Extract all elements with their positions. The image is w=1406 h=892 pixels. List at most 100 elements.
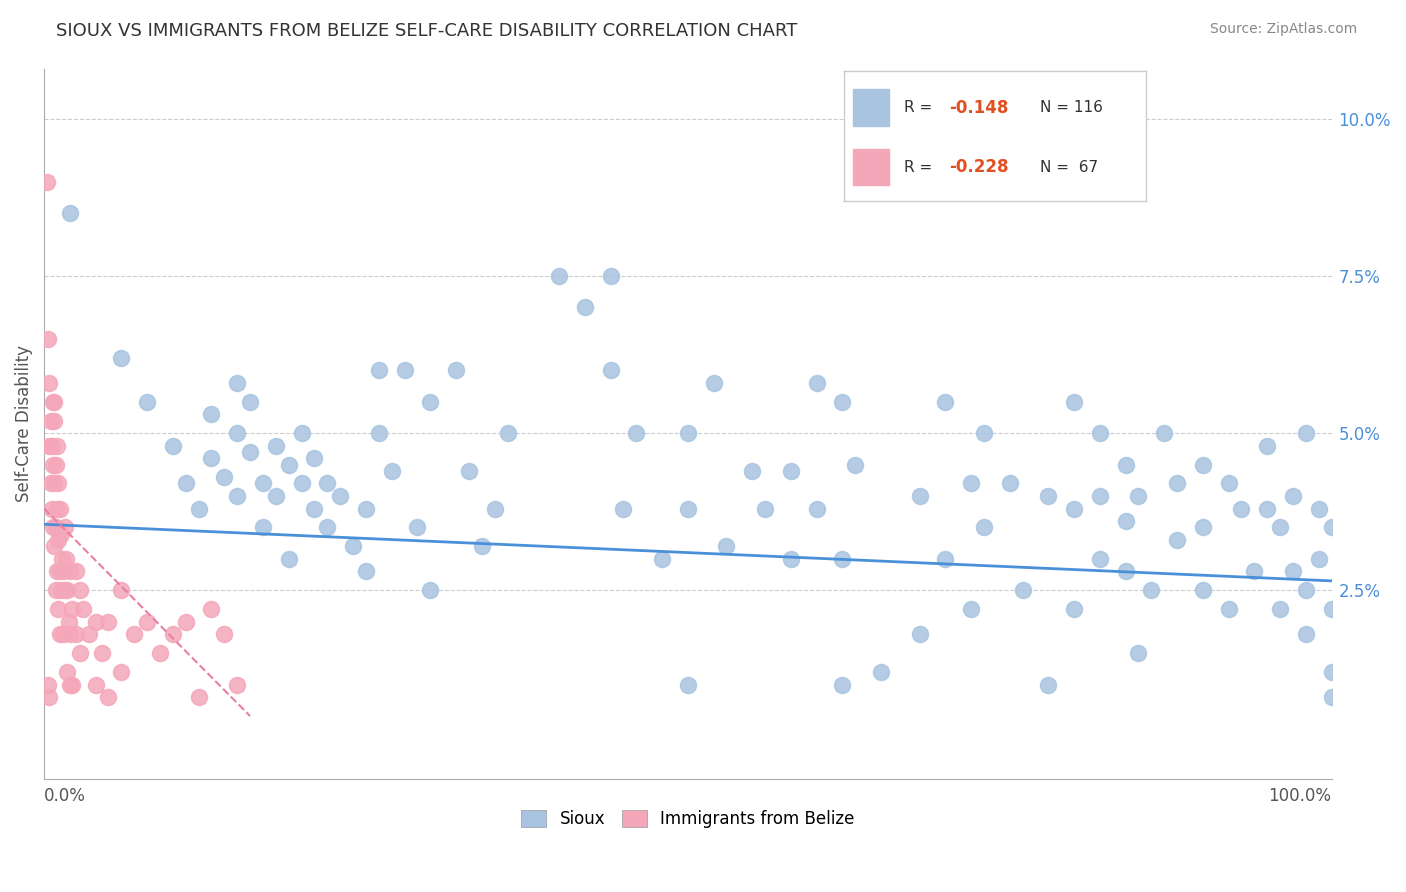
Point bbox=[316, 476, 339, 491]
Text: 100.0%: 100.0% bbox=[1268, 788, 1331, 805]
Point bbox=[97, 615, 120, 629]
Point bbox=[38, 376, 60, 390]
Y-axis label: Self-Care Disability: Self-Care Disability bbox=[15, 345, 32, 502]
Point bbox=[367, 426, 389, 441]
Point bbox=[291, 426, 314, 441]
Point bbox=[1320, 665, 1343, 679]
Point bbox=[65, 565, 87, 579]
Point bbox=[1256, 439, 1278, 453]
Point bbox=[58, 615, 80, 629]
Point bbox=[599, 363, 621, 377]
Point bbox=[55, 552, 77, 566]
Point bbox=[1320, 602, 1343, 616]
Point bbox=[304, 501, 326, 516]
Point bbox=[226, 426, 249, 441]
Point bbox=[960, 476, 983, 491]
Point bbox=[174, 615, 197, 629]
Point bbox=[39, 476, 62, 491]
Point bbox=[1295, 426, 1317, 441]
Point bbox=[77, 627, 100, 641]
Point bbox=[612, 501, 634, 516]
Point bbox=[38, 439, 60, 453]
Point bbox=[1166, 533, 1188, 547]
Point bbox=[122, 627, 145, 641]
Point bbox=[676, 501, 699, 516]
Point bbox=[1115, 514, 1137, 528]
Point bbox=[1243, 565, 1265, 579]
Point bbox=[574, 301, 596, 315]
Point bbox=[52, 565, 75, 579]
Point bbox=[1320, 520, 1343, 534]
Point bbox=[1282, 489, 1305, 503]
Point bbox=[48, 565, 70, 579]
Point bbox=[239, 445, 262, 459]
Point bbox=[458, 464, 481, 478]
Point bbox=[354, 501, 377, 516]
Point bbox=[831, 394, 853, 409]
Point bbox=[973, 426, 995, 441]
Point bbox=[69, 646, 91, 660]
Point bbox=[46, 501, 69, 516]
Point bbox=[97, 690, 120, 705]
Point bbox=[1308, 501, 1330, 516]
Bar bbox=[852, 89, 889, 126]
Point bbox=[1282, 565, 1305, 579]
Point bbox=[1088, 426, 1111, 441]
Text: -0.148: -0.148 bbox=[949, 99, 1008, 117]
Point bbox=[1063, 602, 1085, 616]
Point bbox=[110, 351, 132, 365]
Point bbox=[419, 394, 441, 409]
Point bbox=[1218, 476, 1240, 491]
Text: R =: R = bbox=[904, 100, 938, 115]
Point bbox=[72, 602, 94, 616]
Text: N = 116: N = 116 bbox=[1040, 100, 1102, 115]
Point bbox=[934, 552, 956, 566]
Point bbox=[277, 552, 299, 566]
Point bbox=[754, 501, 776, 516]
Point bbox=[59, 678, 82, 692]
Bar bbox=[852, 149, 889, 186]
Point bbox=[84, 615, 107, 629]
Point bbox=[973, 520, 995, 534]
Point bbox=[960, 602, 983, 616]
Point bbox=[716, 539, 738, 553]
Point bbox=[998, 476, 1021, 491]
Text: 0.0%: 0.0% bbox=[44, 788, 86, 805]
Point bbox=[1295, 627, 1317, 641]
Point bbox=[496, 426, 519, 441]
Point bbox=[45, 520, 67, 534]
Point bbox=[174, 476, 197, 491]
Point bbox=[1128, 646, 1150, 660]
Point bbox=[471, 539, 494, 553]
Point bbox=[831, 552, 853, 566]
Point bbox=[48, 627, 70, 641]
Point bbox=[316, 520, 339, 534]
Point bbox=[934, 394, 956, 409]
Point bbox=[703, 376, 725, 390]
Point bbox=[41, 501, 63, 516]
Point bbox=[200, 602, 222, 616]
Point bbox=[149, 646, 172, 660]
Point bbox=[342, 539, 364, 553]
Point bbox=[51, 552, 73, 566]
Point bbox=[39, 413, 62, 427]
Point bbox=[1063, 394, 1085, 409]
Point bbox=[59, 565, 82, 579]
Point bbox=[252, 520, 274, 534]
Point bbox=[651, 552, 673, 566]
Point bbox=[599, 268, 621, 283]
Point bbox=[136, 615, 159, 629]
Point bbox=[419, 583, 441, 598]
Point bbox=[62, 678, 84, 692]
Text: R =: R = bbox=[904, 160, 938, 175]
Point bbox=[406, 520, 429, 534]
Point bbox=[110, 665, 132, 679]
Point bbox=[45, 458, 67, 472]
Text: SIOUX VS IMMIGRANTS FROM BELIZE SELF-CARE DISABILITY CORRELATION CHART: SIOUX VS IMMIGRANTS FROM BELIZE SELF-CAR… bbox=[56, 22, 797, 40]
Point bbox=[264, 439, 287, 453]
Point bbox=[291, 476, 314, 491]
Point bbox=[44, 476, 66, 491]
Text: N =  67: N = 67 bbox=[1040, 160, 1098, 175]
Point bbox=[870, 665, 893, 679]
Point bbox=[162, 439, 184, 453]
